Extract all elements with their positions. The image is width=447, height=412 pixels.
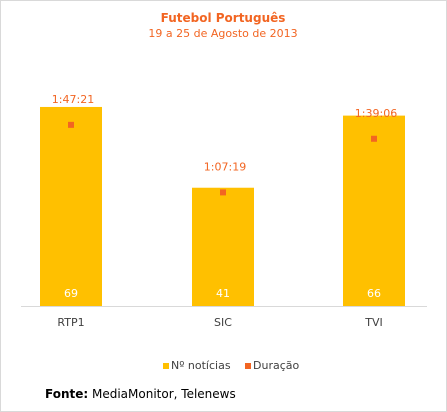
duration-marker-tvi: [371, 135, 377, 142]
bar-sic: [192, 187, 254, 306]
source-text: MediaMonitor, Telenews: [88, 387, 236, 401]
duration-label: 1:07:19: [204, 160, 246, 173]
legend-label-noticias: Nº notícias: [171, 359, 231, 372]
source-label: Fonte:: [45, 387, 89, 401]
duration-marker-rtp1: [68, 121, 74, 128]
legend-swatch-duracao: [245, 363, 251, 369]
bar-tvi: [343, 115, 405, 306]
x-tick-label: TVI: [364, 316, 383, 329]
bar-value-label: 69: [64, 287, 78, 300]
bar-value-label: 41: [216, 287, 230, 300]
x-tick-label: RTP1: [57, 316, 84, 329]
chart-title: Futebol Português: [161, 11, 286, 25]
chart-subtitle: 19 a 25 de Agosto de 2013: [148, 27, 297, 40]
duration-label: 1:47:21: [52, 93, 94, 106]
bar-rtp1: [40, 106, 102, 306]
bar-value-label: 66: [367, 287, 381, 300]
duration-label: 1:39:06: [355, 107, 397, 120]
duration-marker-sic: [220, 189, 226, 196]
legend-swatch-noticias: [163, 363, 169, 369]
x-tick-label: SIC: [214, 316, 232, 329]
legend-label-duracao: Duração: [253, 359, 299, 372]
source-note: Fonte: MediaMonitor, Telenews: [45, 387, 236, 401]
